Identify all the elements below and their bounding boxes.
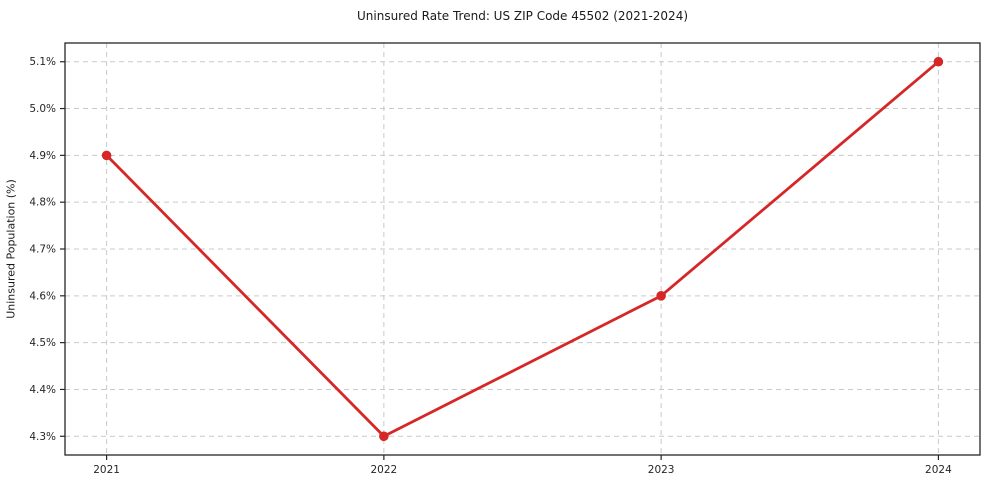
data-point: [656, 291, 666, 301]
x-tick-label: 2021: [93, 464, 120, 476]
y-tick-label: 4.3%: [29, 431, 56, 443]
data-point: [379, 431, 389, 442]
y-tick-label: 4.9%: [29, 150, 56, 162]
y-tick-label: 5.1%: [29, 56, 56, 68]
data-point: [933, 56, 944, 67]
y-tick-label: 4.4%: [29, 384, 56, 396]
x-tick-label: 2023: [648, 464, 675, 476]
x-tick-label: 2024: [925, 464, 952, 476]
y-tick-label: 5.0%: [29, 103, 56, 115]
y-tick-label: 4.5%: [29, 337, 56, 349]
x-tick-label: 2022: [370, 464, 397, 476]
data-point: [101, 150, 112, 161]
trend-line: [105, 60, 940, 438]
y-tick-label: 4.6%: [29, 290, 56, 302]
y-tick-label: 4.8%: [29, 197, 56, 209]
y-tick-label: 4.7%: [29, 244, 56, 256]
chart-title: Uninsured Rate Trend: US ZIP Code 45502 …: [356, 9, 689, 23]
